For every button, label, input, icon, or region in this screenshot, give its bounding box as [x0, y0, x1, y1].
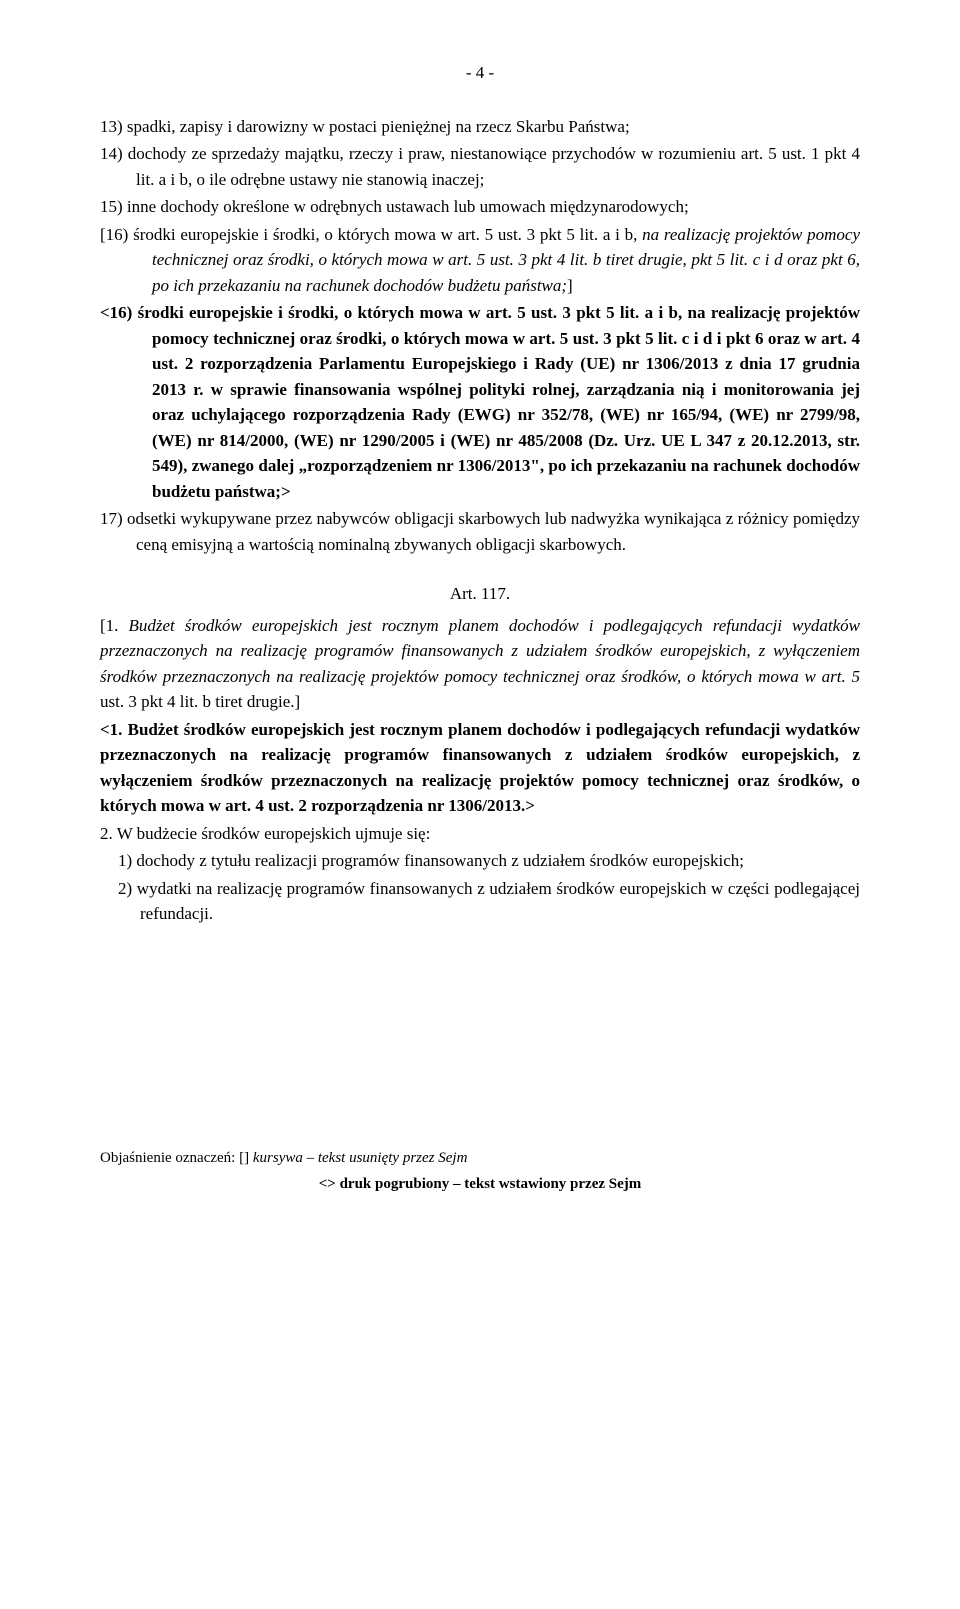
- footer-inserted: – tekst wstawiony przez Sejm: [453, 1176, 641, 1192]
- p1-lead: [1.: [100, 616, 128, 635]
- article-p2: 2. W budżecie środków europejskich ujmuj…: [100, 821, 860, 847]
- footer-line-1: Objaśnienie oznaczeń: [] kursywa – tekst…: [100, 1147, 860, 1170]
- list-item-16-angle: <16) środki europejskie i środki, o któr…: [100, 300, 860, 504]
- list-item-17: 17) odsetki wykupywane przez nabywców ob…: [100, 506, 860, 557]
- article-p2-sub2: 2) wydatki na realizację programów finan…: [100, 876, 860, 927]
- list-item-14: 14) dochody ze sprzedaży majątku, rzeczy…: [100, 141, 860, 192]
- footer: Objaśnienie oznaczeń: [] kursywa – tekst…: [100, 1147, 860, 1196]
- article-heading: Art. 117.: [100, 581, 860, 607]
- page-number: - 4 -: [100, 60, 860, 86]
- article-p1-bracket: [1. Budżet środków europejskich jest roc…: [100, 613, 860, 715]
- p1-close: ]: [295, 692, 301, 711]
- p1-roman: ust. 3 pkt 4 lit. b tiret drugie.: [100, 692, 295, 711]
- footer-kursywa: kursywa: [253, 1150, 307, 1166]
- footer-line-2: <> druk pogrubiony – tekst wstawiony prz…: [100, 1173, 860, 1196]
- footer-label: Objaśnienie oznaczeń:: [100, 1150, 239, 1166]
- article-p2-sub1: 1) dochody z tytułu realizacji programów…: [100, 848, 860, 874]
- item16-close: ]: [567, 276, 573, 295]
- footer-deleted: – tekst usunięty przez Sejm: [307, 1150, 468, 1166]
- list-item-15: 15) inne dochody określone w odrębnych u…: [100, 194, 860, 220]
- footer-angle: <>: [319, 1176, 340, 1192]
- footer-bold-label: druk pogrubiony: [340, 1176, 453, 1192]
- article-p1-angle: <1. Budżet środków europejskich jest roc…: [100, 717, 860, 819]
- p1-italic: Budżet środków europejskich jest rocznym…: [100, 616, 860, 686]
- list-item-16-bracket: [16) środki europejskie i środki, o któr…: [100, 222, 860, 299]
- list-item-13: 13) spadki, zapisy i darowizny w postaci…: [100, 114, 860, 140]
- item16-lead: [16) środki europejskie i środki, o któr…: [100, 225, 642, 244]
- footer-bracket: []: [239, 1150, 253, 1166]
